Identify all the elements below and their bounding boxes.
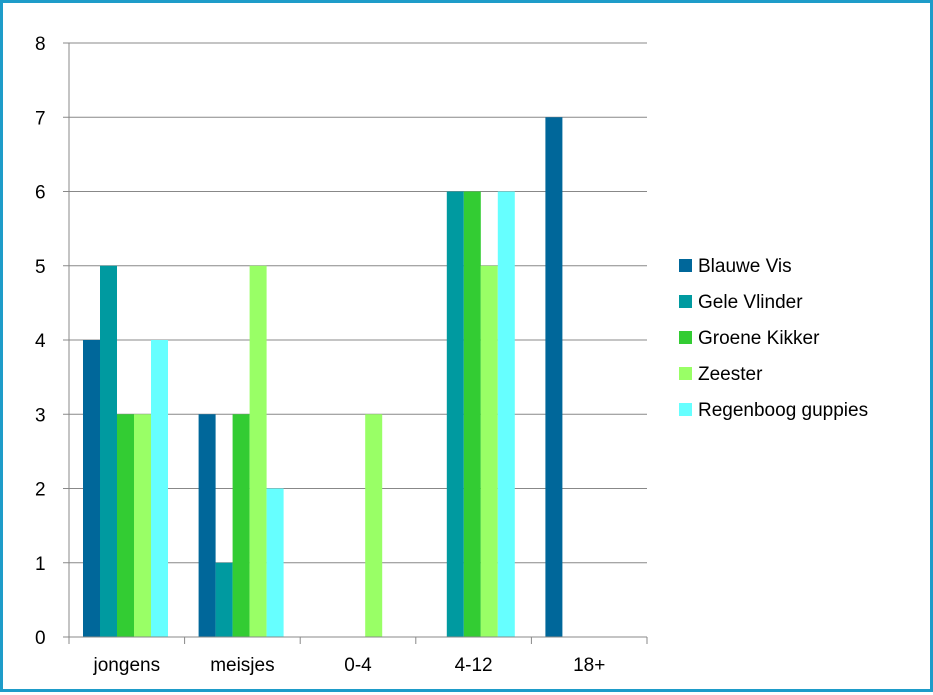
bar xyxy=(151,340,168,637)
legend-item: Blauwe Vis xyxy=(679,256,792,277)
y-tick-label: 1 xyxy=(35,554,46,575)
bar xyxy=(100,265,117,637)
bar xyxy=(480,265,498,637)
bar xyxy=(497,191,515,637)
legend-label: Blauwe Vis xyxy=(698,256,792,277)
legend-item: Zeester xyxy=(679,364,763,385)
legend-item: Regenboog guppies xyxy=(679,400,868,421)
legend-label: Gele Vlinder xyxy=(698,292,803,313)
x-tick-labels: jongens meisjes 0-4 4-12 18+ xyxy=(93,655,606,676)
bar xyxy=(117,414,134,637)
x-tick-label: 0-4 xyxy=(344,655,372,676)
y-tick-label: 4 xyxy=(35,331,46,352)
legend-item: Gele Vlinder xyxy=(679,292,803,313)
bar xyxy=(463,191,481,637)
y-tick-label: 8 xyxy=(35,34,46,55)
bar xyxy=(545,117,563,637)
y-tick-label: 6 xyxy=(35,183,46,204)
y-tick-label: 5 xyxy=(35,257,46,278)
y-tick-label: 7 xyxy=(35,108,46,129)
legend-label: Regenboog guppies xyxy=(698,400,868,421)
x-tick-label: meisjes xyxy=(210,655,274,676)
legend-swatch xyxy=(679,259,692,272)
legend-swatch xyxy=(679,367,692,380)
x-tick-label: 18+ xyxy=(573,655,605,676)
y-tick-label: 3 xyxy=(35,405,46,426)
bar xyxy=(215,562,233,637)
legend-swatch xyxy=(679,295,692,308)
y-tick-label: 0 xyxy=(35,628,46,649)
x-tick-label: jongens xyxy=(93,655,161,676)
legend-item: Groene Kikker xyxy=(679,328,820,349)
y-tick-label: 2 xyxy=(35,480,46,501)
axes xyxy=(63,42,648,644)
legend-swatch xyxy=(679,403,692,416)
bar xyxy=(365,414,383,637)
bar xyxy=(198,414,216,637)
bar xyxy=(83,340,100,637)
bar xyxy=(446,191,464,637)
legend-label: Zeester xyxy=(698,364,763,385)
legend: Blauwe Vis Gele Vlinder Groene Kikker Zeest… xyxy=(679,256,868,421)
x-tick-label: 4-12 xyxy=(455,655,493,676)
bar xyxy=(134,414,151,637)
bar xyxy=(249,265,267,637)
bar xyxy=(266,488,284,637)
bar xyxy=(232,414,250,637)
bar-chart: 0 1 2 3 4 5 6 7 8 jongens meisjes 0-4 4-12 18+ Blauw… xyxy=(35,34,868,676)
legend-label: Groene Kikker xyxy=(698,328,820,349)
y-tick-labels: 0 1 2 3 4 5 6 7 8 xyxy=(35,34,46,649)
bars xyxy=(83,117,563,637)
legend-swatch xyxy=(679,331,692,344)
